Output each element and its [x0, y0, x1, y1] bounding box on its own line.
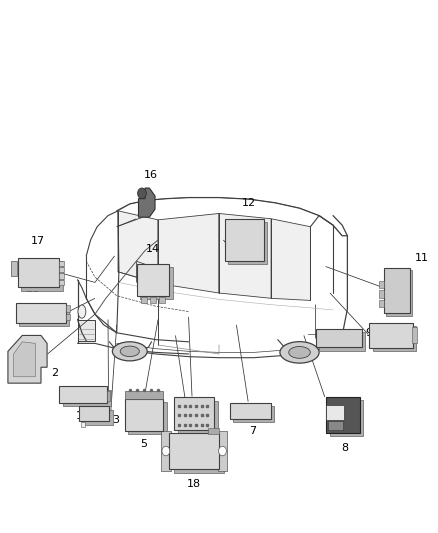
Bar: [384, 268, 410, 313]
Bar: [379, 281, 384, 288]
Bar: [59, 273, 64, 279]
Bar: [107, 391, 110, 401]
Bar: [137, 264, 169, 296]
Text: 2: 2: [51, 368, 59, 377]
Bar: [59, 280, 64, 285]
Bar: [328, 421, 343, 430]
Text: 16: 16: [144, 170, 158, 180]
Bar: [21, 262, 63, 290]
Bar: [79, 407, 110, 421]
Text: 14: 14: [146, 244, 160, 254]
Bar: [161, 431, 171, 471]
Bar: [174, 398, 214, 430]
Text: 8: 8: [342, 442, 349, 453]
Bar: [159, 297, 165, 303]
Polygon shape: [219, 214, 271, 298]
Bar: [63, 390, 111, 407]
Bar: [140, 267, 173, 299]
Bar: [369, 322, 413, 348]
Polygon shape: [138, 188, 155, 217]
Polygon shape: [14, 342, 35, 377]
Ellipse shape: [78, 305, 86, 318]
Bar: [15, 303, 66, 322]
Polygon shape: [118, 211, 158, 284]
Bar: [11, 261, 18, 276]
Ellipse shape: [113, 342, 147, 361]
Text: 12: 12: [241, 198, 256, 208]
Circle shape: [219, 446, 226, 456]
Bar: [386, 270, 412, 316]
Bar: [66, 314, 70, 320]
Bar: [208, 427, 219, 434]
Bar: [128, 402, 167, 434]
Text: 18: 18: [187, 479, 201, 489]
Bar: [316, 329, 361, 348]
Text: 5: 5: [141, 439, 148, 449]
Bar: [326, 397, 360, 433]
Ellipse shape: [280, 342, 319, 363]
Bar: [228, 222, 267, 264]
Bar: [319, 332, 365, 351]
Text: 7: 7: [249, 425, 256, 435]
Bar: [125, 399, 163, 431]
Bar: [178, 401, 218, 433]
Bar: [59, 386, 107, 403]
Bar: [81, 422, 85, 426]
Text: 17: 17: [32, 236, 46, 246]
Text: 6: 6: [191, 438, 198, 448]
Polygon shape: [78, 319, 95, 341]
Polygon shape: [271, 219, 311, 301]
Circle shape: [162, 446, 170, 456]
Text: 3: 3: [113, 415, 120, 425]
Text: 11: 11: [415, 253, 429, 263]
Bar: [329, 400, 364, 436]
Bar: [412, 327, 417, 343]
Bar: [59, 267, 64, 272]
Bar: [141, 297, 147, 303]
Bar: [218, 431, 227, 471]
Bar: [233, 406, 275, 422]
Bar: [169, 433, 219, 469]
Bar: [379, 300, 384, 308]
Bar: [225, 219, 264, 261]
Bar: [59, 261, 64, 266]
Bar: [66, 305, 70, 312]
Bar: [125, 391, 163, 399]
Bar: [173, 437, 223, 473]
Bar: [326, 405, 344, 419]
Text: 20: 20: [388, 305, 403, 316]
Text: 9: 9: [366, 328, 373, 338]
Bar: [230, 403, 271, 419]
Bar: [18, 259, 59, 287]
Polygon shape: [8, 335, 47, 383]
Bar: [373, 326, 416, 351]
Bar: [150, 297, 156, 303]
Bar: [379, 290, 384, 298]
Text: 1: 1: [75, 411, 82, 421]
Ellipse shape: [289, 346, 310, 358]
Bar: [82, 410, 113, 424]
Polygon shape: [158, 214, 219, 293]
Ellipse shape: [120, 346, 139, 357]
Text: 21: 21: [25, 284, 39, 294]
Circle shape: [138, 188, 146, 199]
Bar: [19, 306, 69, 326]
